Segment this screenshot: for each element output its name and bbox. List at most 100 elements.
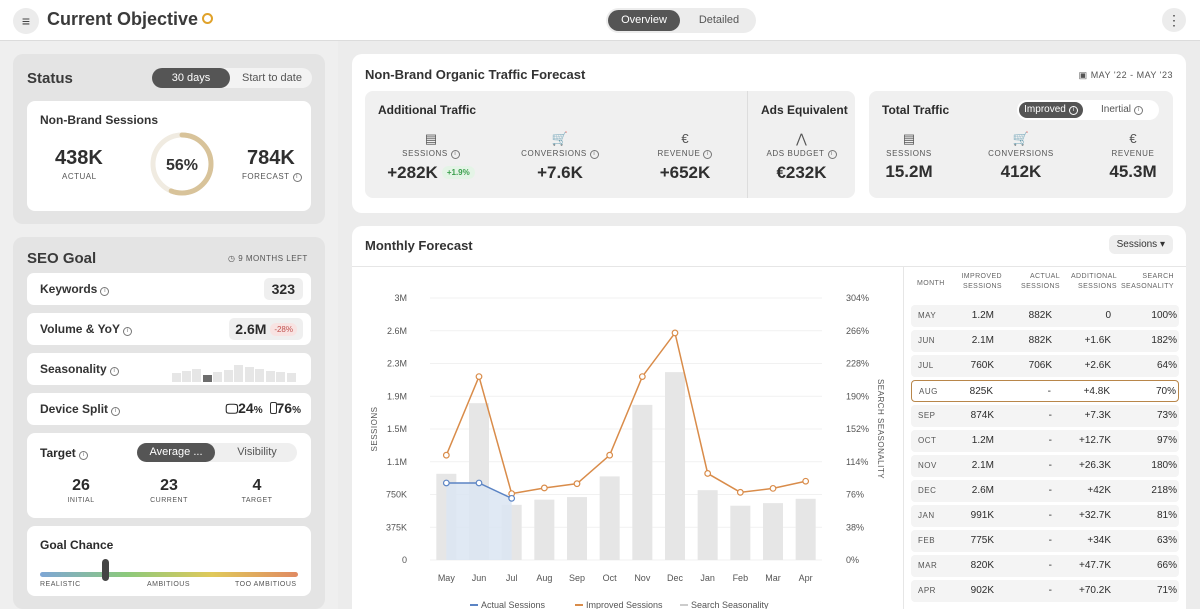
x-tick-label: Jul: [506, 573, 518, 583]
more-options-icon[interactable]: ⋮: [1162, 8, 1186, 32]
conversions-value: +7.6K: [537, 163, 583, 182]
info-icon[interactable]: i: [111, 407, 121, 416]
table-row[interactable]: APR 902K - +70.2K 71%: [911, 580, 1179, 602]
scale-ambitious: AMBITIOUS: [147, 581, 191, 588]
total-revenue-value: 45.3M: [1109, 162, 1157, 181]
table-row[interactable]: SEP 874K - +7.3K 73%: [911, 405, 1179, 427]
table-row[interactable]: MAY 1.2M 882K 0 100%: [911, 305, 1179, 327]
desktop-pct: 24: [238, 400, 254, 416]
table-cell: MAR: [918, 561, 938, 570]
mobile-pct-unit: %: [292, 405, 301, 416]
table-cell: 1.2M: [971, 435, 994, 446]
forecast-summary-panel: Non-Brand Organic Traffic Forecast ▣ MAY…: [352, 54, 1186, 213]
info-icon[interactable]: i: [703, 150, 713, 159]
range-start-to-date[interactable]: Start to date: [242, 72, 302, 84]
seasonality-bar: [599, 476, 620, 560]
status-panel: Status 30 days Start to date Non-Brand S…: [13, 54, 325, 224]
revenue-value: +652K: [659, 163, 711, 182]
seasonality-bar: [730, 505, 751, 560]
sessions-value: +282K +1.9%: [365, 163, 497, 183]
hamburger-menu-icon[interactable]: ≡: [13, 8, 39, 34]
table-cell: 2.1M: [971, 460, 994, 471]
y-axis-title: SESSIONS: [370, 407, 379, 452]
mobile-pct: 76: [276, 400, 293, 416]
toggle-inertial[interactable]: Inertial i: [1089, 100, 1155, 120]
divider: [747, 91, 748, 198]
y-tick-label: 750K: [386, 490, 407, 500]
y2-tick-label: 0%: [846, 555, 859, 565]
seasonality-bar: [763, 503, 783, 560]
table-row[interactable]: AUG 825K - +4.8K 70%: [911, 380, 1179, 402]
range-30-days[interactable]: 30 days: [152, 68, 230, 88]
cart-icon: 🛒: [551, 131, 569, 146]
table-cell: -: [1048, 535, 1052, 546]
table-row[interactable]: MAR 820K - +47.7K 66%: [911, 555, 1179, 577]
table-cell: +34K: [1087, 535, 1111, 546]
data-point: [606, 451, 614, 459]
table-cell: 0: [1105, 310, 1111, 321]
y-tick-label: 375K: [386, 522, 407, 532]
table-cell: -: [1048, 435, 1052, 446]
table-row[interactable]: JUL 760K 706K +2.6K 64%: [911, 355, 1179, 377]
info-icon[interactable]: i: [292, 173, 302, 182]
table-cell: JUL: [918, 361, 934, 370]
tab-overview[interactable]: Overview: [608, 10, 680, 31]
table-cell: 882K: [1028, 335, 1052, 346]
info-icon[interactable]: i: [1134, 106, 1143, 115]
table-cell: -: [1048, 560, 1052, 571]
col-seasonality-header: SEARCH SEASONALITY: [1120, 273, 1174, 290]
table-cell: 182%: [1151, 335, 1177, 346]
seo-goal-title: SEO Goal: [27, 250, 97, 267]
table-cell: SEP: [918, 411, 936, 420]
data-point: [671, 329, 679, 337]
tab-detailed[interactable]: Detailed: [698, 14, 740, 26]
table-cell: -: [1048, 485, 1052, 496]
table-cell: +70.2K: [1079, 585, 1111, 596]
y2-tick-label: 266%: [846, 326, 869, 336]
table-row[interactable]: DEC 2.6M - +42K 218%: [911, 480, 1179, 502]
info-icon[interactable]: i: [589, 150, 599, 159]
info-icon[interactable]: i: [1068, 106, 1078, 115]
table-cell: NOV: [918, 461, 937, 470]
table-cell: 825K: [969, 386, 993, 397]
table-cell: 64%: [1156, 360, 1177, 371]
table-row[interactable]: JUN 2.1M 882K +1.6K 182%: [911, 330, 1179, 352]
table-cell: 63%: [1156, 535, 1177, 546]
monthly-forecast-title: Monthly Forecast: [365, 238, 473, 253]
status-title: Status: [27, 70, 73, 87]
keywords-value: 323: [263, 278, 303, 300]
table-row[interactable]: FEB 775K - +34K 63%: [911, 530, 1179, 552]
cart-icon: 🛒: [1012, 131, 1030, 146]
table-row[interactable]: JAN 991K - +32.7K 81%: [911, 505, 1179, 527]
info-icon[interactable]: i: [109, 367, 119, 376]
sessions-label-text: SESSIONS: [402, 149, 448, 158]
info-icon[interactable]: i: [100, 287, 110, 296]
table-cell: -: [1047, 386, 1051, 397]
table-row[interactable]: OCT 1.2M - +12.7K 97%: [911, 430, 1179, 452]
table-cell: 66%: [1156, 560, 1177, 571]
info-icon[interactable]: i: [78, 451, 88, 460]
goal-chance-handle[interactable]: [101, 559, 109, 581]
table-row[interactable]: NOV 2.1M - +26.3K 180%: [911, 455, 1179, 477]
col-improved-header: IMPROVED SESSIONS: [961, 273, 1002, 290]
table-cell: +12.7K: [1079, 435, 1111, 446]
device-split-label: Device Split i: [40, 402, 121, 416]
target-visibility-option[interactable]: Visibility: [237, 446, 277, 458]
non-brand-sessions-card: Non-Brand Sessions 438K ACTUAL 56% 784K …: [27, 101, 311, 211]
additional-revenue: € REVENUE i +652K: [625, 131, 745, 183]
target-average-option[interactable]: Average ...: [137, 443, 215, 462]
additional-traffic-title: Additional Traffic: [378, 103, 477, 117]
seasonality-bar: [567, 497, 587, 560]
toggle-improved[interactable]: Improved i: [1019, 102, 1083, 118]
sessions-card-title: Non-Brand Sessions: [40, 113, 159, 127]
info-icon[interactable]: i: [827, 150, 837, 159]
info-icon[interactable]: i: [450, 150, 460, 159]
x-tick-label: Oct: [603, 573, 618, 583]
calendar-icon: ▣: [1078, 70, 1091, 80]
toggle-improved-text: Improved: [1024, 104, 1066, 115]
metric-dropdown[interactable]: Sessions ▾: [1108, 235, 1173, 254]
info-icon[interactable]: i: [123, 327, 133, 336]
y-tick-label: 3M: [394, 293, 407, 303]
device-split-row: Device Split i 🖵24% 76%: [27, 393, 311, 425]
table-cell: +1.6K: [1084, 335, 1111, 346]
